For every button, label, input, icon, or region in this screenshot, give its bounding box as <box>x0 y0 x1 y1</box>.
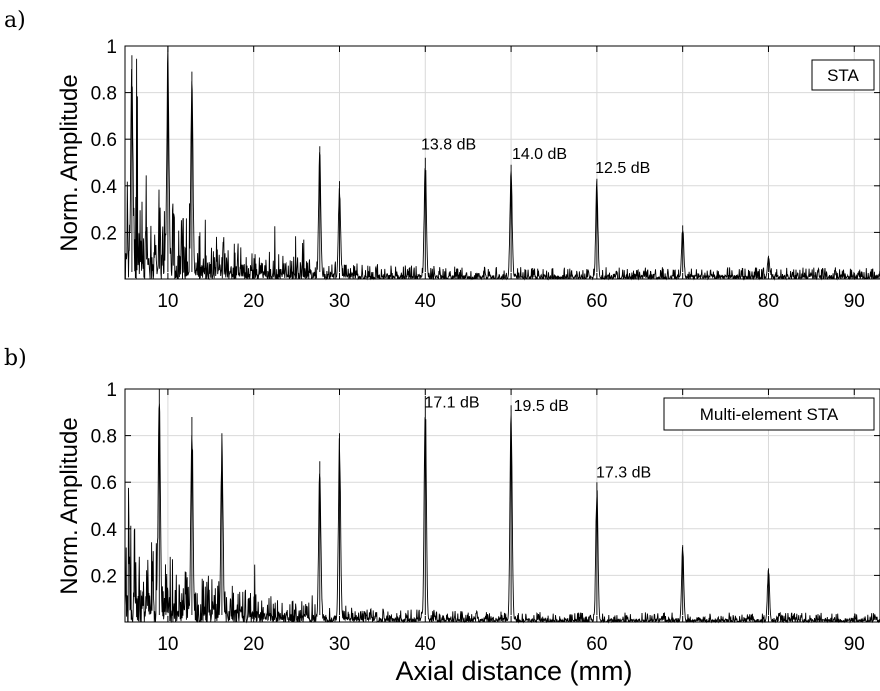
panel-a-y-ticks: 0.2 0.4 0.6 0.8 1 <box>91 37 880 244</box>
panel-a-x-tick-label-80: 80 <box>758 291 779 312</box>
panel-a-x-tick-label-20: 20 <box>243 291 264 312</box>
panel-a-signal-line <box>124 46 880 281</box>
panel-a-y-axis-label: Norm. Amplitude <box>56 74 83 251</box>
panel-a-legend-text: STA <box>827 66 859 85</box>
panel-a-x-tick-label-90: 90 <box>844 291 865 312</box>
panel-b-annotations: 17.1 dB 19.5 dB 17.3 dB <box>424 395 651 482</box>
panel-b-annotation-2: 19.5 dB <box>514 398 569 415</box>
panel-b-x-tick-label-20: 20 <box>243 634 264 655</box>
panel-b-y-tick-label-0_2: 0.2 <box>91 566 117 587</box>
panel-b-axes-frame <box>124 388 880 623</box>
panel-b-y-tick-label-0_4: 0.4 <box>91 520 118 541</box>
panel-b-y-ticks: 0.2 0.4 0.6 0.8 1 <box>91 380 880 587</box>
panel-b-x-ticks: 10 20 30 40 50 60 70 80 90 <box>157 389 865 655</box>
panel-a: a) 0.2 0.4 0.6 0.8 1 10 20 30 40 50 60 70 80 90 13.8… <box>4 8 880 312</box>
panel-b-x-tick-label-30: 30 <box>329 634 350 655</box>
panel-b-y-axis-label: Norm. Amplitude <box>56 417 83 594</box>
panel-a-x-tick-label-70: 70 <box>672 291 693 312</box>
panel-b-y-tick-label-0_8: 0.8 <box>91 427 117 448</box>
panel-b-x-tick-label-70: 70 <box>672 634 693 655</box>
panel-a-x-ticks: 10 20 30 40 50 60 70 80 90 <box>157 46 865 312</box>
panel-b-x-tick-label-90: 90 <box>844 634 865 655</box>
panel-a-y-tick-label-0_4: 0.4 <box>91 177 118 198</box>
panel-a-legend: STA <box>811 59 875 91</box>
panel-a-x-tick-label-40: 40 <box>415 291 436 312</box>
panel-b-legend: Multi-element STA <box>663 397 875 431</box>
panel-b: b) 0.2 0.4 0.6 0.8 1 10 20 30 40 50 60 70 80 90 17.1… <box>4 346 880 655</box>
panel-a-axes-frame <box>124 45 880 280</box>
panel-a-annotations: 13.8 dB 14.0 dB 12.5 dB <box>421 137 650 177</box>
panel-b-y-tick-label-0_6: 0.6 <box>91 473 117 494</box>
panel-a-annotation-2: 14.0 dB <box>512 146 567 163</box>
panel-a-y-tick-label-0_2: 0.2 <box>91 223 117 244</box>
panel-b-x-tick-label-40: 40 <box>415 634 436 655</box>
panel-a-x-tick-label-30: 30 <box>329 291 350 312</box>
panel-b-annotation-1: 17.1 dB <box>424 395 479 412</box>
panel-b-legend-text: Multi-element STA <box>700 405 839 424</box>
panel-a-x-tick-label-10: 10 <box>157 291 178 312</box>
panel-b-x-tick-label-50: 50 <box>501 634 522 655</box>
panel-b-signal-line <box>124 389 880 624</box>
panel-a-annotation-3: 12.5 dB <box>595 160 650 177</box>
panel-a-x-tick-label-50: 50 <box>501 291 522 312</box>
panel-a-legend-box <box>811 59 875 91</box>
panel-b-y-tick-label-1: 1 <box>106 380 117 401</box>
panel-b-annotation-3: 17.3 dB <box>596 465 651 482</box>
panel-b-x-tick-label-10: 10 <box>157 634 178 655</box>
panel-a-y-tick-label-0_8: 0.8 <box>91 84 117 105</box>
panel-b-legend-box <box>663 397 875 431</box>
panel-a-y-tick-label-1: 1 <box>106 37 117 58</box>
panel-b-x-tick-label-60: 60 <box>586 634 607 655</box>
panel-a-y-tick-label-0_6: 0.6 <box>91 130 117 151</box>
panel-b-x-tick-label-80: 80 <box>758 634 779 655</box>
panel-b-label: b) <box>4 346 27 371</box>
x-axis-label: Axial distance (mm) <box>395 656 632 686</box>
panel-a-annotation-1: 13.8 dB <box>421 137 476 154</box>
panel-a-label: a) <box>4 8 26 33</box>
panel-a-x-tick-label-60: 60 <box>586 291 607 312</box>
